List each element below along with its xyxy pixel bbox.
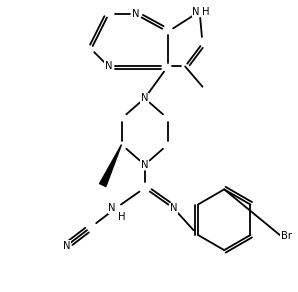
- Text: N: N: [141, 93, 148, 103]
- Text: N: N: [170, 203, 177, 213]
- Text: N: N: [192, 6, 200, 17]
- Text: N: N: [141, 160, 148, 170]
- Polygon shape: [100, 145, 122, 187]
- Text: H: H: [118, 212, 125, 222]
- Text: Br: Br: [281, 231, 292, 241]
- Text: H: H: [202, 6, 209, 17]
- Text: N: N: [132, 9, 140, 19]
- Text: N: N: [108, 203, 116, 213]
- Text: N: N: [63, 241, 70, 251]
- Text: N: N: [105, 61, 112, 72]
